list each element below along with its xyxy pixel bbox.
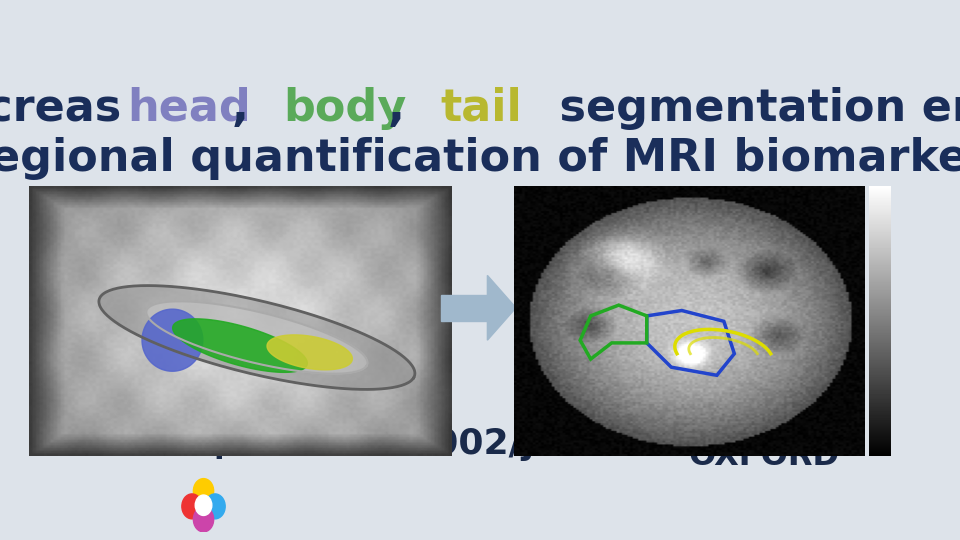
Text: regional quantification of MRI biomarkers: regional quantification of MRI biomarker…	[0, 137, 960, 180]
Text: head: head	[128, 87, 252, 130]
Text: Pancreas: Pancreas	[0, 87, 137, 130]
Text: ,: ,	[388, 87, 420, 130]
Polygon shape	[173, 319, 307, 373]
Circle shape	[181, 494, 203, 519]
Polygon shape	[441, 295, 492, 321]
Circle shape	[193, 507, 214, 532]
Text: 3-D segmentation: 3-D segmentation	[157, 190, 432, 219]
Polygon shape	[488, 275, 516, 340]
Text: segmentation enables: segmentation enables	[544, 87, 960, 130]
Polygon shape	[142, 309, 203, 371]
Circle shape	[195, 495, 212, 516]
Text: Fat quantification: Fat quantification	[530, 190, 796, 219]
Polygon shape	[267, 335, 352, 370]
Circle shape	[204, 494, 226, 519]
Text: OXFORD: OXFORD	[688, 441, 839, 472]
Polygon shape	[146, 301, 368, 374]
Text: body: body	[284, 87, 407, 130]
Text: DOI: 10.1002/jmri.28098: DOI: 10.1002/jmri.28098	[243, 427, 741, 461]
Text: ,: ,	[231, 87, 264, 130]
Text: Perspectum: Perspectum	[138, 429, 343, 458]
Circle shape	[193, 478, 214, 503]
Polygon shape	[99, 286, 415, 389]
Text: UNIVERSITY OF: UNIVERSITY OF	[716, 430, 811, 443]
Text: tail: tail	[440, 87, 521, 130]
